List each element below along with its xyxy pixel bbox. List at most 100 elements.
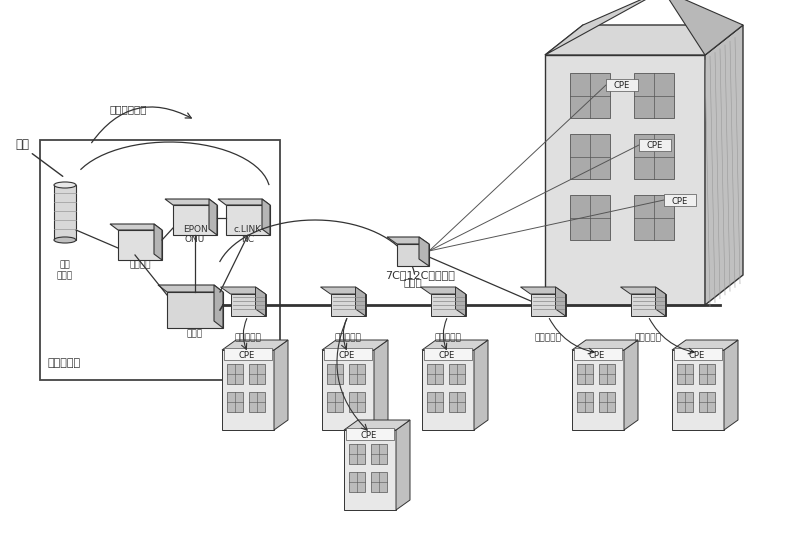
Polygon shape: [118, 230, 162, 260]
Text: CPE: CPE: [239, 350, 255, 359]
Ellipse shape: [54, 237, 76, 243]
Polygon shape: [672, 340, 738, 350]
Polygon shape: [639, 139, 671, 151]
Polygon shape: [598, 364, 614, 384]
Polygon shape: [322, 350, 374, 430]
Text: CPE: CPE: [647, 142, 663, 150]
Polygon shape: [224, 348, 272, 360]
Polygon shape: [355, 287, 366, 316]
Polygon shape: [227, 392, 243, 412]
Polygon shape: [344, 420, 410, 430]
Polygon shape: [349, 392, 365, 412]
Polygon shape: [226, 205, 270, 235]
Polygon shape: [387, 237, 429, 244]
Polygon shape: [663, 0, 743, 55]
Polygon shape: [209, 199, 217, 235]
Polygon shape: [230, 294, 266, 316]
Polygon shape: [422, 350, 474, 430]
Polygon shape: [346, 428, 394, 440]
Polygon shape: [158, 285, 223, 292]
Polygon shape: [698, 392, 714, 412]
Polygon shape: [344, 430, 396, 510]
Text: 中继器: 中继器: [404, 277, 422, 287]
Polygon shape: [606, 79, 638, 91]
Polygon shape: [327, 364, 343, 384]
Polygon shape: [530, 294, 566, 316]
Text: 分支分配器: 分支分配器: [634, 333, 662, 342]
Polygon shape: [214, 285, 223, 328]
Polygon shape: [634, 73, 674, 118]
Polygon shape: [634, 134, 674, 179]
Polygon shape: [324, 348, 372, 360]
Polygon shape: [430, 294, 466, 316]
Polygon shape: [698, 364, 714, 384]
Text: 分支分配器: 分支分配器: [434, 333, 462, 342]
Polygon shape: [327, 392, 343, 412]
Polygon shape: [570, 73, 610, 118]
Text: 无源
分光器: 无源 分光器: [57, 260, 73, 280]
Polygon shape: [154, 224, 162, 260]
Polygon shape: [570, 195, 610, 240]
Polygon shape: [570, 134, 610, 179]
Text: 分支分配器: 分支分配器: [234, 333, 262, 342]
Polygon shape: [227, 364, 243, 384]
Polygon shape: [578, 392, 594, 412]
Polygon shape: [222, 350, 274, 430]
Ellipse shape: [54, 182, 76, 188]
Polygon shape: [396, 420, 410, 510]
Polygon shape: [598, 392, 614, 412]
Polygon shape: [374, 340, 388, 430]
Polygon shape: [349, 364, 365, 384]
Polygon shape: [370, 472, 386, 492]
Polygon shape: [655, 287, 666, 316]
Polygon shape: [330, 294, 366, 316]
Polygon shape: [572, 350, 624, 430]
Text: 用户光节点: 用户光节点: [48, 358, 81, 368]
Text: 双工器: 双工器: [187, 329, 203, 338]
Polygon shape: [422, 340, 488, 350]
Text: 分支分配器: 分支分配器: [534, 333, 562, 342]
Polygon shape: [427, 364, 443, 384]
Text: 7C或12C同轴电缆: 7C或12C同轴电缆: [385, 270, 455, 280]
Text: 光纤: 光纤: [15, 138, 29, 151]
Polygon shape: [574, 348, 622, 360]
Polygon shape: [165, 199, 217, 205]
Polygon shape: [221, 287, 266, 294]
Polygon shape: [630, 294, 666, 316]
Polygon shape: [249, 364, 265, 384]
Polygon shape: [705, 25, 743, 305]
Polygon shape: [249, 392, 265, 412]
Polygon shape: [110, 224, 162, 230]
Text: 光接收机: 光接收机: [130, 260, 150, 269]
Polygon shape: [521, 287, 566, 294]
Polygon shape: [664, 194, 696, 206]
Text: CPE: CPE: [689, 350, 705, 359]
Polygon shape: [274, 340, 288, 430]
Polygon shape: [350, 444, 366, 464]
Polygon shape: [474, 340, 488, 430]
Polygon shape: [674, 348, 722, 360]
Polygon shape: [672, 350, 724, 430]
Polygon shape: [370, 444, 386, 464]
Polygon shape: [678, 364, 694, 384]
Polygon shape: [545, 0, 663, 55]
Polygon shape: [167, 292, 223, 328]
Polygon shape: [545, 55, 705, 305]
Text: CPE: CPE: [439, 350, 455, 359]
Polygon shape: [555, 287, 566, 316]
Polygon shape: [218, 199, 270, 205]
Polygon shape: [255, 287, 266, 316]
Polygon shape: [545, 25, 743, 55]
Polygon shape: [262, 199, 270, 235]
Polygon shape: [397, 244, 429, 266]
Polygon shape: [54, 185, 76, 240]
Polygon shape: [634, 195, 674, 240]
Polygon shape: [421, 287, 466, 294]
Polygon shape: [419, 237, 429, 266]
Polygon shape: [621, 287, 666, 294]
Polygon shape: [350, 472, 366, 492]
Text: CPE: CPE: [672, 197, 688, 205]
Text: CPE: CPE: [361, 431, 377, 439]
Text: CPE: CPE: [339, 350, 355, 359]
Polygon shape: [572, 340, 638, 350]
